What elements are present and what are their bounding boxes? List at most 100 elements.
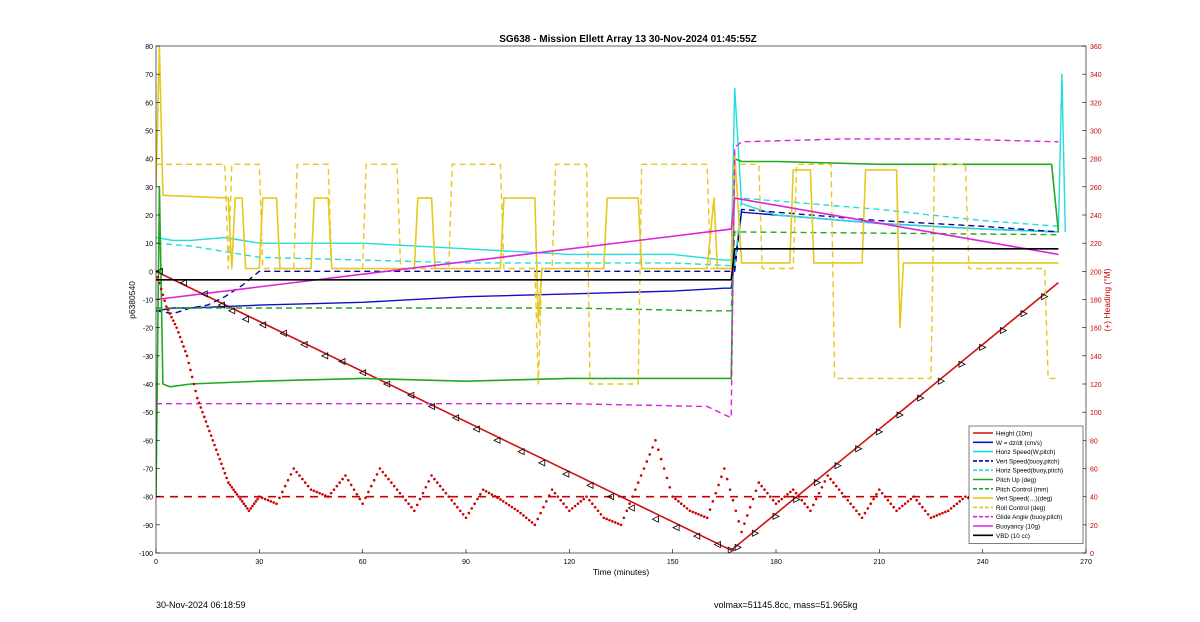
heading-point xyxy=(283,484,287,488)
series-line-3 xyxy=(156,208,1059,315)
heading-point xyxy=(415,503,419,507)
heading-point xyxy=(216,453,220,456)
heading-point xyxy=(717,483,720,487)
heading-point xyxy=(289,473,293,476)
heading-point xyxy=(806,505,809,509)
heading-point xyxy=(381,470,385,474)
heading-point xyxy=(329,491,333,495)
heading-point xyxy=(743,522,746,525)
dive-marker xyxy=(651,515,659,523)
heading-point xyxy=(720,475,723,479)
heading-point xyxy=(834,484,838,488)
dive-marker xyxy=(561,470,570,478)
y-tick-label: -70 xyxy=(143,467,153,474)
heading-point xyxy=(636,481,640,484)
heading-point xyxy=(941,511,944,515)
dive-marker xyxy=(472,425,480,433)
heading-point xyxy=(628,502,631,506)
heading-point xyxy=(723,467,726,470)
heading-point xyxy=(183,349,187,353)
heading-point xyxy=(869,502,873,506)
dive-marker xyxy=(772,512,780,521)
plot-frame xyxy=(155,45,1087,554)
x-tick-label: 90 xyxy=(462,559,470,566)
y-tick-label: -40 xyxy=(143,382,153,389)
heading-point xyxy=(731,498,735,502)
dive-marker xyxy=(834,462,842,470)
dive-marker xyxy=(627,504,635,512)
heading-point xyxy=(484,489,488,493)
heading-point xyxy=(163,299,166,302)
heading-point xyxy=(196,396,199,400)
heading-point xyxy=(372,478,376,482)
legend-entry: Vert Speed(…)(deg) xyxy=(996,496,1052,503)
heading-point xyxy=(390,481,393,484)
heading-point xyxy=(190,375,194,379)
heading-point xyxy=(332,488,336,491)
heading-point xyxy=(674,497,677,501)
heading-point xyxy=(932,515,936,518)
heading-point xyxy=(757,481,761,484)
heading-point xyxy=(659,457,663,461)
heading-point xyxy=(173,322,177,326)
dive-marker xyxy=(300,340,308,349)
dive-marker xyxy=(517,447,525,456)
heading-point xyxy=(156,275,160,279)
heading-point xyxy=(378,467,382,470)
heading-point xyxy=(886,498,890,502)
dive-marker xyxy=(451,414,460,422)
y-right-tick-label: 40 xyxy=(1090,495,1098,502)
heading-point xyxy=(923,509,927,513)
y-tick-label: -30 xyxy=(143,354,153,361)
heading-point xyxy=(949,507,953,510)
heading-point xyxy=(275,502,278,506)
heading-point xyxy=(221,467,225,470)
heading-point xyxy=(292,467,296,470)
y-tick-label: 60 xyxy=(145,100,153,107)
heading-point xyxy=(280,490,284,494)
heading-point xyxy=(180,340,184,344)
heading-point xyxy=(272,501,275,504)
y-tick-label: -50 xyxy=(143,410,153,417)
heading-point xyxy=(745,514,749,517)
heading-point xyxy=(230,485,234,489)
heading-point xyxy=(225,476,228,480)
heading-point xyxy=(599,512,603,516)
heading-point xyxy=(177,331,180,334)
heading-point xyxy=(490,493,494,496)
heading-point xyxy=(430,474,433,477)
heading-point xyxy=(814,497,818,501)
heading-point xyxy=(668,485,672,489)
dive-marker xyxy=(813,478,822,487)
heading-point xyxy=(189,368,192,372)
y-tick-label: -80 xyxy=(143,495,153,502)
heading-point xyxy=(536,517,540,521)
heading-point xyxy=(895,509,898,513)
heading-point xyxy=(677,500,680,503)
heading-point xyxy=(467,511,471,515)
dive-marker xyxy=(227,307,236,315)
heading-point xyxy=(918,502,921,506)
heading-point xyxy=(829,477,832,481)
heading-point xyxy=(855,509,858,513)
dive-marker xyxy=(427,402,435,411)
heading-point xyxy=(654,439,657,442)
heading-point xyxy=(685,507,689,510)
heading-point xyxy=(244,504,247,508)
heading-point xyxy=(961,497,964,501)
heading-point xyxy=(929,516,933,520)
heading-point xyxy=(863,511,867,515)
heading-point xyxy=(338,481,342,484)
dive-marker xyxy=(179,278,187,287)
heading-point xyxy=(866,507,870,510)
y-axis-label: p6380540 xyxy=(127,281,137,319)
heading-point xyxy=(347,478,350,482)
heading-point xyxy=(481,488,485,491)
heading-point xyxy=(239,497,242,501)
series-line-11 xyxy=(156,248,1059,281)
dive-marker xyxy=(320,352,329,360)
dive-marker xyxy=(156,267,163,275)
heading-point xyxy=(263,497,267,501)
heading-point xyxy=(209,434,213,437)
heading-point xyxy=(817,491,821,495)
